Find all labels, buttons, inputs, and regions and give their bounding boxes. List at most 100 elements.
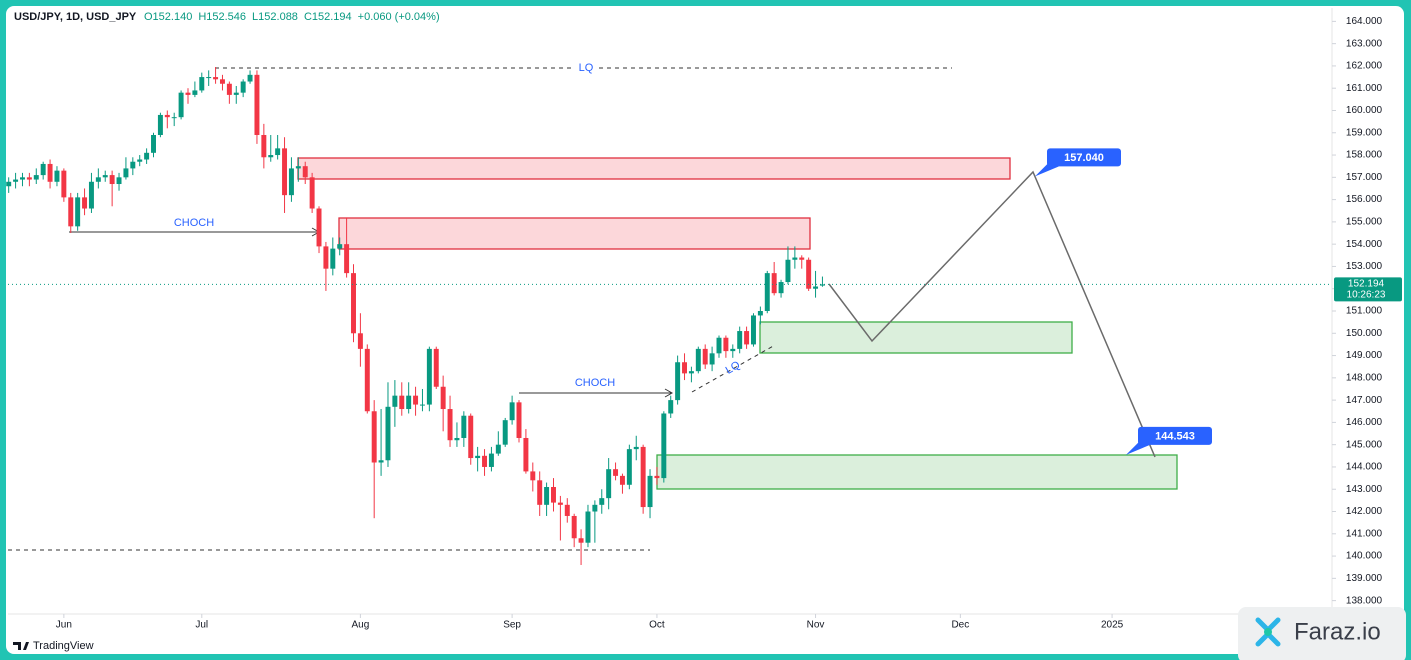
candle-body bbox=[537, 480, 543, 505]
candle-body bbox=[95, 177, 101, 182]
candle-body bbox=[385, 406, 391, 461]
x-tick-label: Jun bbox=[56, 620, 72, 631]
candle-body bbox=[654, 475, 660, 479]
candle-body bbox=[171, 117, 177, 119]
candle-body bbox=[688, 371, 694, 374]
candle-body bbox=[433, 348, 439, 387]
supply-zone bbox=[297, 157, 1011, 180]
candle-body bbox=[192, 90, 198, 95]
candle-body bbox=[357, 333, 363, 349]
candle-body bbox=[164, 114, 170, 118]
legend-value: C152.194 bbox=[304, 11, 352, 23]
candle-body bbox=[771, 273, 777, 294]
choch-label: CHOCH bbox=[174, 217, 214, 229]
y-tick-label: 149.000 bbox=[1346, 350, 1383, 361]
candle-body bbox=[371, 411, 377, 463]
candle-body bbox=[757, 311, 763, 316]
candle-body bbox=[523, 437, 529, 472]
candle-body bbox=[454, 437, 460, 441]
candle-body bbox=[123, 168, 129, 178]
legend-value: +0.060 (+0.04%) bbox=[358, 11, 440, 23]
candle-body bbox=[675, 362, 681, 401]
candle-body bbox=[351, 273, 356, 334]
watermark-text: Faraz.io bbox=[1294, 618, 1381, 645]
candle-body bbox=[819, 284, 825, 286]
candle-body bbox=[619, 475, 625, 485]
y-tick-label: 142.000 bbox=[1346, 506, 1383, 517]
candle-body bbox=[647, 475, 653, 508]
y-tick-label: 139.000 bbox=[1346, 573, 1383, 584]
ohlc-legend: O152.140 H152.546 L152.088 C152.194 +0.060 (… bbox=[144, 11, 440, 23]
candle-body bbox=[75, 197, 81, 227]
chart-title: USD/JPY, 1D, USD_JPY bbox=[14, 11, 137, 23]
candle-body bbox=[682, 362, 687, 374]
candle-body bbox=[785, 259, 791, 283]
last-price-box bbox=[1334, 277, 1402, 302]
candle-body bbox=[516, 402, 522, 438]
candle-body bbox=[19, 177, 25, 180]
choch-label: CHOCH bbox=[575, 377, 615, 389]
candle-body bbox=[571, 515, 577, 539]
candle-body bbox=[316, 208, 322, 247]
candle-body bbox=[723, 337, 729, 352]
x-tick-label: Oct bbox=[649, 620, 665, 631]
candle-body bbox=[309, 177, 315, 209]
candle-body bbox=[799, 257, 805, 260]
candle-body bbox=[247, 74, 253, 82]
candle-body bbox=[392, 395, 398, 407]
candle-body bbox=[68, 197, 74, 227]
candle-body bbox=[613, 469, 619, 476]
candle-body bbox=[509, 402, 515, 421]
logo-icon bbox=[13, 642, 29, 650]
candle-body bbox=[592, 504, 598, 512]
candle-body bbox=[730, 348, 736, 352]
candle-body bbox=[475, 455, 481, 459]
supply-zone bbox=[338, 217, 811, 250]
target-label: 157.040 bbox=[1064, 152, 1104, 164]
target-box bbox=[1047, 148, 1121, 167]
candle-body bbox=[626, 449, 632, 485]
candle-body bbox=[778, 282, 784, 294]
candle-body bbox=[695, 348, 701, 372]
candle-body bbox=[426, 348, 432, 405]
candle-body bbox=[47, 163, 53, 182]
x-tick-label: Nov bbox=[807, 620, 825, 631]
candle-body bbox=[716, 337, 722, 354]
candle-body bbox=[764, 273, 770, 311]
candle-body bbox=[551, 487, 556, 503]
y-tick-label: 143.000 bbox=[1346, 484, 1383, 495]
watermark: Faraz.io bbox=[1238, 607, 1406, 660]
candle-body bbox=[557, 502, 563, 505]
target-label: 144.543 bbox=[1155, 430, 1195, 442]
candle-body bbox=[261, 134, 267, 158]
candle-body bbox=[130, 161, 136, 169]
candle-body bbox=[640, 446, 646, 508]
candle-body bbox=[702, 348, 708, 365]
y-tick-label: 145.000 bbox=[1346, 439, 1383, 450]
x-tick-label: Sep bbox=[503, 620, 521, 631]
candle-body bbox=[219, 79, 225, 84]
last-price-label: 152.194 bbox=[1348, 279, 1385, 290]
lq-label: LQ bbox=[579, 62, 594, 74]
candle-body bbox=[482, 455, 488, 467]
candle-body bbox=[137, 159, 143, 162]
candle-body bbox=[440, 386, 446, 410]
candle-body bbox=[40, 163, 46, 176]
candle-body bbox=[330, 248, 336, 269]
candle-body bbox=[226, 83, 232, 95]
y-tick-label: 144.000 bbox=[1346, 462, 1383, 473]
watermark-icon bbox=[1255, 617, 1281, 647]
candle-body bbox=[564, 504, 570, 516]
candle-body bbox=[413, 395, 419, 405]
y-tick-label: 140.000 bbox=[1346, 551, 1383, 562]
candle-body bbox=[268, 155, 274, 158]
tradingview-logo: TradingView bbox=[13, 640, 94, 652]
candle-body bbox=[275, 148, 281, 156]
candle-body bbox=[488, 453, 494, 467]
candle-body bbox=[461, 415, 467, 438]
candle-body bbox=[144, 152, 150, 160]
candle-body bbox=[82, 197, 88, 209]
candle-body bbox=[709, 353, 715, 365]
label-bg bbox=[574, 61, 598, 75]
candle-body bbox=[302, 166, 308, 178]
